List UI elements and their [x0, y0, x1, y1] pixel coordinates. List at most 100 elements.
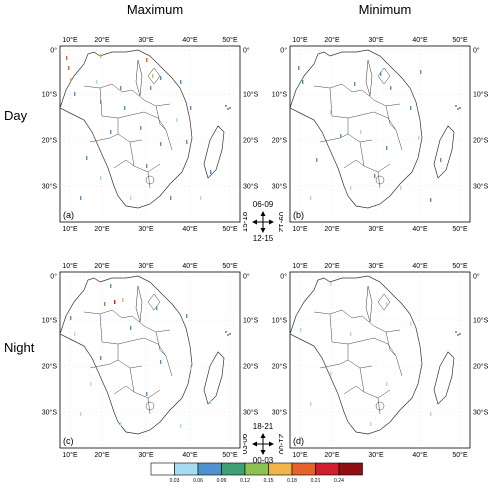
island [225, 331, 227, 333]
wind-mark [160, 142, 162, 146]
wind-mark [152, 74, 154, 78]
lake-outline [377, 67, 391, 85]
wind-mark [80, 412, 82, 416]
lon-tick-label-bottom: 50°E [452, 225, 468, 233]
lon-tick-label-top: 50°E [452, 262, 468, 270]
lon-tick-label-bottom: 50°E [222, 451, 238, 459]
map-panel-d: 10°E 10°E 20°E 20°E 30°E 30°E 40°E 40°E 50°E 50°E… [272, 260, 489, 459]
country-border [147, 397, 151, 415]
country-border [377, 171, 381, 189]
lon-tick-label-bottom: 20°E [324, 451, 340, 459]
country-border [83, 309, 145, 327]
country-border [373, 99, 401, 107]
wind-mark [440, 158, 442, 162]
lat-tick-label-left: 20°S [272, 363, 288, 371]
island [229, 107, 231, 109]
map-panel-a: 10°E 10°E 20°E 20°E 30°E 30°E 40°E 40°E 50°E 50°E… [42, 34, 259, 233]
lat-tick-label-right: 20°S [243, 363, 259, 371]
colorbar-swatch [315, 462, 340, 476]
lon-tick-label-bottom: 30°E [368, 451, 384, 459]
lon-tick-label-top: 30°E [368, 262, 384, 270]
lon-tick-label-bottom: 40°E [412, 225, 428, 233]
lat-tick-label-right: 20°S [243, 137, 259, 145]
lon-tick-label-bottom: 30°E [368, 225, 384, 233]
wind-mark [302, 80, 304, 84]
island [227, 108, 229, 110]
africa-coastline [59, 49, 193, 209]
lon-tick-label-top: 30°E [138, 262, 154, 270]
wind-mark [420, 70, 422, 74]
colorbar-swatch [197, 462, 222, 476]
lon-tick-label-bottom: 40°E [182, 451, 198, 459]
wind-mark [156, 306, 158, 310]
lat-tick-label-right: 0° [243, 47, 250, 55]
colorbar-swatch [291, 462, 316, 476]
lake-outline [135, 59, 143, 97]
lon-tick-label-top: 50°E [452, 36, 468, 44]
compass-night-right: 21-00 [277, 434, 283, 455]
panel-label: (d) [293, 436, 304, 446]
lat-tick-label-left: 20°S [42, 363, 58, 371]
country-border [89, 133, 143, 143]
wind-mark [370, 422, 372, 426]
lat-tick-label-right: 10°S [473, 317, 489, 325]
lon-tick-label-bottom: 20°E [94, 225, 110, 233]
lon-tick-label-bottom: 50°E [452, 451, 468, 459]
wind-mark [170, 196, 172, 200]
wind-mark [104, 302, 106, 306]
country-border [347, 337, 397, 357]
wind-mark [386, 382, 388, 386]
colorbar-tick-label: 0.21 [311, 478, 321, 484]
row-label-night: Night [4, 340, 35, 355]
lat-tick-label-right: 0° [473, 47, 480, 55]
compass-night-bottom: 00-03 [253, 456, 274, 464]
wind-mark [180, 424, 182, 428]
lon-tick-label-top: 40°E [412, 262, 428, 270]
lat-tick-label-left: 30°S [42, 183, 58, 191]
lon-tick-label-bottom: 10°E [292, 225, 308, 233]
wind-mark [120, 86, 122, 90]
wind-mark [298, 66, 300, 70]
wind-mark [310, 196, 312, 200]
wind-mark [200, 196, 202, 200]
africa-coastline [289, 275, 423, 435]
wind-mark [380, 72, 382, 76]
lon-tick-label-bottom: 10°E [292, 451, 308, 459]
map-frame [289, 271, 471, 449]
country-border [343, 159, 365, 169]
lake-outline [365, 59, 373, 97]
colorbar-tick-label: 0.24 [334, 478, 344, 484]
lon-tick-label-top: 20°E [94, 262, 110, 270]
island [229, 333, 231, 335]
wind-mark [100, 100, 102, 104]
lon-tick-label-top: 40°E [412, 36, 428, 44]
lat-tick-label-right: 30°S [473, 183, 489, 191]
compass-arrows-icon [252, 211, 274, 233]
wind-mark [410, 106, 412, 110]
lon-tick-label-bottom: 30°E [138, 225, 154, 233]
colorbar-tick-label: 0.09 [217, 478, 227, 484]
country-border [129, 141, 161, 173]
madagascar-coastline [203, 351, 225, 405]
lon-tick-label-bottom: 10°E [62, 451, 78, 459]
country-border [83, 83, 145, 101]
island [455, 331, 457, 333]
wind-mark [124, 106, 126, 110]
wind-mark [86, 156, 88, 160]
colorbar-tick-label: 0.12 [240, 478, 250, 484]
wind-mark [96, 80, 98, 84]
compass-night-left: 03-06 [243, 433, 249, 454]
country-border [117, 111, 167, 131]
wind-mark [80, 196, 82, 200]
lon-tick-label-bottom: 40°E [182, 225, 198, 233]
compass-day: 06-09 12-15 15-18 09-12 [240, 198, 286, 243]
column-title-maximum: Maximum [126, 2, 184, 17]
lat-tick-label-left: 30°S [42, 409, 58, 417]
lon-tick-label-top: 50°E [222, 262, 238, 270]
lat-tick-label-right: 20°S [473, 363, 489, 371]
wind-mark [114, 300, 116, 304]
colorbar-tick-label: 0.18 [287, 478, 297, 484]
wind-mark [100, 54, 102, 58]
country-border [377, 397, 381, 415]
lat-tick-label-right: 10°S [473, 91, 489, 99]
